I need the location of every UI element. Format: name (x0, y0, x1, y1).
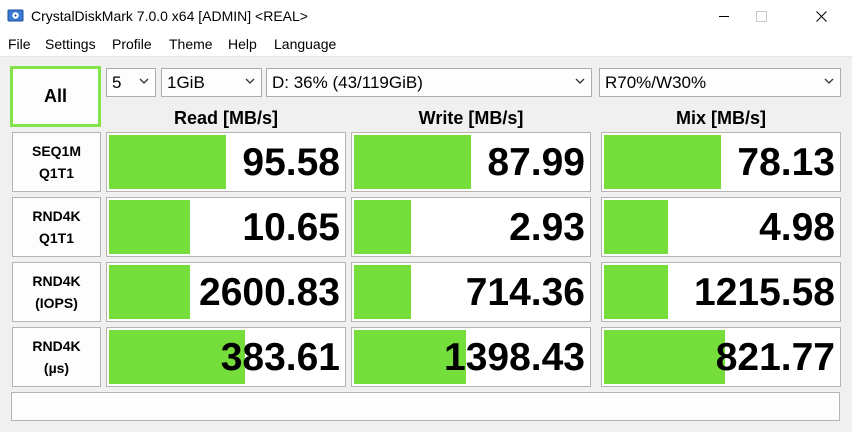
result-bar (354, 135, 471, 189)
result-cell-read: 383.61 (106, 327, 346, 387)
minimize-icon (718, 16, 729, 17)
menu-settings[interactable]: Settings (45, 36, 96, 52)
result-cell-mix: 78.13 (601, 132, 841, 192)
result-cell-mix: 821.77 (601, 327, 841, 387)
result-bar (604, 200, 669, 254)
mix-select[interactable]: R70%/W30% (599, 68, 841, 97)
result-bar (354, 330, 466, 384)
menu-profile[interactable]: Profile (112, 36, 152, 52)
size-value: 1GiB (167, 73, 205, 92)
column-header-mix: Mix [MB/s] (676, 108, 766, 128)
menu-bar: File Settings Profile Theme Help Languag… (0, 33, 852, 57)
window-title: CrystalDiskMark 7.0.0 x64 [ADMIN] <REAL> (31, 8, 308, 24)
result-value: 1215.58 (694, 271, 835, 314)
result-bar (109, 135, 226, 189)
result-cell-mix: 4.98 (601, 197, 841, 257)
result-cell-read: 2600.83 (106, 262, 346, 322)
row-label-line2: (IOPS) (35, 295, 78, 311)
result-bar (109, 200, 190, 254)
comment-field[interactable] (11, 392, 840, 421)
result-value: 714.36 (465, 271, 585, 314)
minimize-button[interactable] (701, 0, 747, 33)
column-header-write: Write [MB/s] (418, 108, 524, 128)
maximize-button[interactable] (738, 0, 784, 33)
chevron-down-icon (245, 78, 255, 84)
result-value: 821.77 (715, 336, 835, 379)
count-value: 5 (112, 73, 122, 92)
column-header-read: Read [MB/s] (173, 108, 278, 128)
drive-value: D: 36% (43/119GiB) (272, 73, 423, 92)
result-value: 10.65 (242, 206, 340, 249)
result-value: 95.58 (242, 141, 340, 184)
row-label-line1: RND4K (32, 338, 81, 354)
result-cell-write: 87.99 (351, 132, 591, 192)
result-value: 2.93 (509, 206, 585, 249)
close-button[interactable] (798, 0, 844, 33)
row-label-line1: RND4K (32, 273, 81, 289)
result-bar (109, 330, 245, 384)
mix-value: R70%/W30% (605, 73, 707, 92)
result-bar (604, 265, 669, 319)
row-label-rnd4k-q1t1[interactable]: RND4K Q1T1 (12, 197, 101, 257)
row-label-rnd4k-iops[interactable]: RND4K (IOPS) (12, 262, 101, 322)
result-bar (604, 135, 721, 189)
result-bar (354, 200, 412, 254)
row-label-seq1m-q1t1[interactable]: SEQ1M Q1T1 (12, 132, 101, 192)
result-value: 1398.43 (444, 336, 585, 379)
result-value: 87.99 (487, 141, 585, 184)
result-bar (109, 265, 190, 319)
result-cell-mix: 1215.58 (601, 262, 841, 322)
chevron-down-icon (824, 78, 834, 84)
close-icon (815, 11, 827, 22)
row-label-line1: SEQ1M (31, 143, 81, 159)
row-label-line2: Q1T1 (38, 165, 74, 181)
crystaldiskmark-icon (7, 9, 24, 22)
maximize-icon (755, 11, 767, 22)
result-cell-read: 95.58 (106, 132, 346, 192)
row-label-line1: RND4K (32, 208, 81, 224)
count-select[interactable]: 5 (106, 68, 156, 97)
row-label-line2: (µs) (43, 360, 70, 376)
result-cell-write: 714.36 (351, 262, 591, 322)
result-bar (604, 330, 726, 384)
result-value: 383.61 (220, 336, 340, 379)
result-value: 4.98 (759, 206, 835, 249)
drive-select[interactable]: D: 36% (43/119GiB) (266, 68, 592, 97)
size-select[interactable]: 1GiB (161, 68, 262, 97)
title-bar[interactable]: CrystalDiskMark 7.0.0 x64 [ADMIN] <REAL> (0, 0, 852, 33)
result-cell-write: 2.93 (351, 197, 591, 257)
row-label-rnd4k-latency[interactable]: RND4K (µs) (12, 327, 101, 387)
result-value: 2600.83 (199, 271, 340, 314)
menu-theme[interactable]: Theme (169, 36, 213, 52)
menu-help[interactable]: Help (228, 36, 257, 52)
chevron-down-icon (575, 78, 585, 84)
row-label-line2: Q1T1 (38, 230, 74, 246)
chevron-down-icon (139, 78, 149, 84)
result-cell-write: 1398.43 (351, 327, 591, 387)
result-bar (354, 265, 412, 319)
result-cell-read: 10.65 (106, 197, 346, 257)
menu-language[interactable]: Language (274, 36, 337, 52)
result-value: 78.13 (737, 141, 835, 184)
all-button[interactable]: All (10, 66, 101, 127)
menu-file[interactable]: File (8, 36, 31, 52)
